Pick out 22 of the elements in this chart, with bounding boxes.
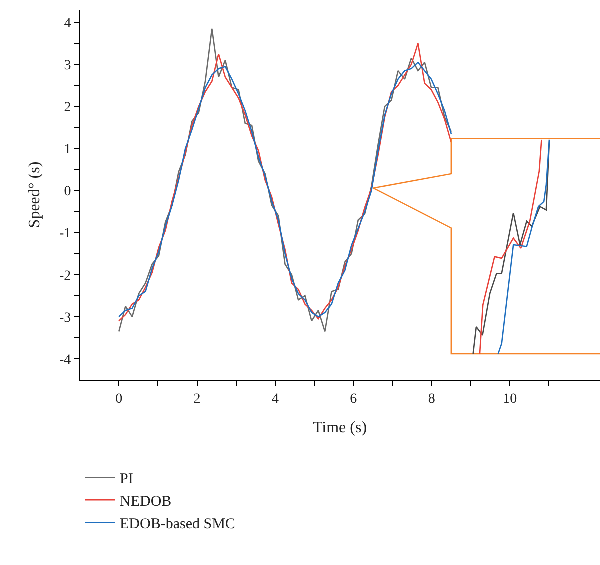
y-tick-label: -1 — [60, 226, 72, 242]
x-tick-label: 6 — [350, 392, 358, 407]
y-tick-label: -4 — [60, 352, 72, 368]
x-tick-label: 2 — [194, 392, 201, 407]
legend-label: PI — [120, 472, 134, 488]
x-tick-label: 4 — [272, 392, 279, 407]
y-tick-label: 3 — [64, 58, 72, 74]
x-tick-label: 10 — [503, 392, 518, 407]
x-tick-label: 0 — [116, 392, 123, 407]
y-tick-label: 1 — [64, 142, 72, 158]
y-tick-label: 0 — [64, 184, 72, 200]
line-series — [479, 139, 542, 355]
y-tick-label: 4 — [64, 16, 72, 32]
y-tick-label: 2 — [64, 100, 72, 116]
legend-label: NEDOB — [120, 494, 172, 510]
y-tick-label: -2 — [60, 268, 72, 284]
line-series — [498, 139, 550, 355]
y-tick-label: -3 — [60, 310, 72, 326]
x-tick-label: 8 — [428, 392, 436, 407]
legend-label: EDOB-based SMC — [120, 516, 236, 532]
y-axis-title: Speed° (s) — [26, 162, 44, 228]
x-axis-title: Time (s) — [312, 420, 368, 436]
